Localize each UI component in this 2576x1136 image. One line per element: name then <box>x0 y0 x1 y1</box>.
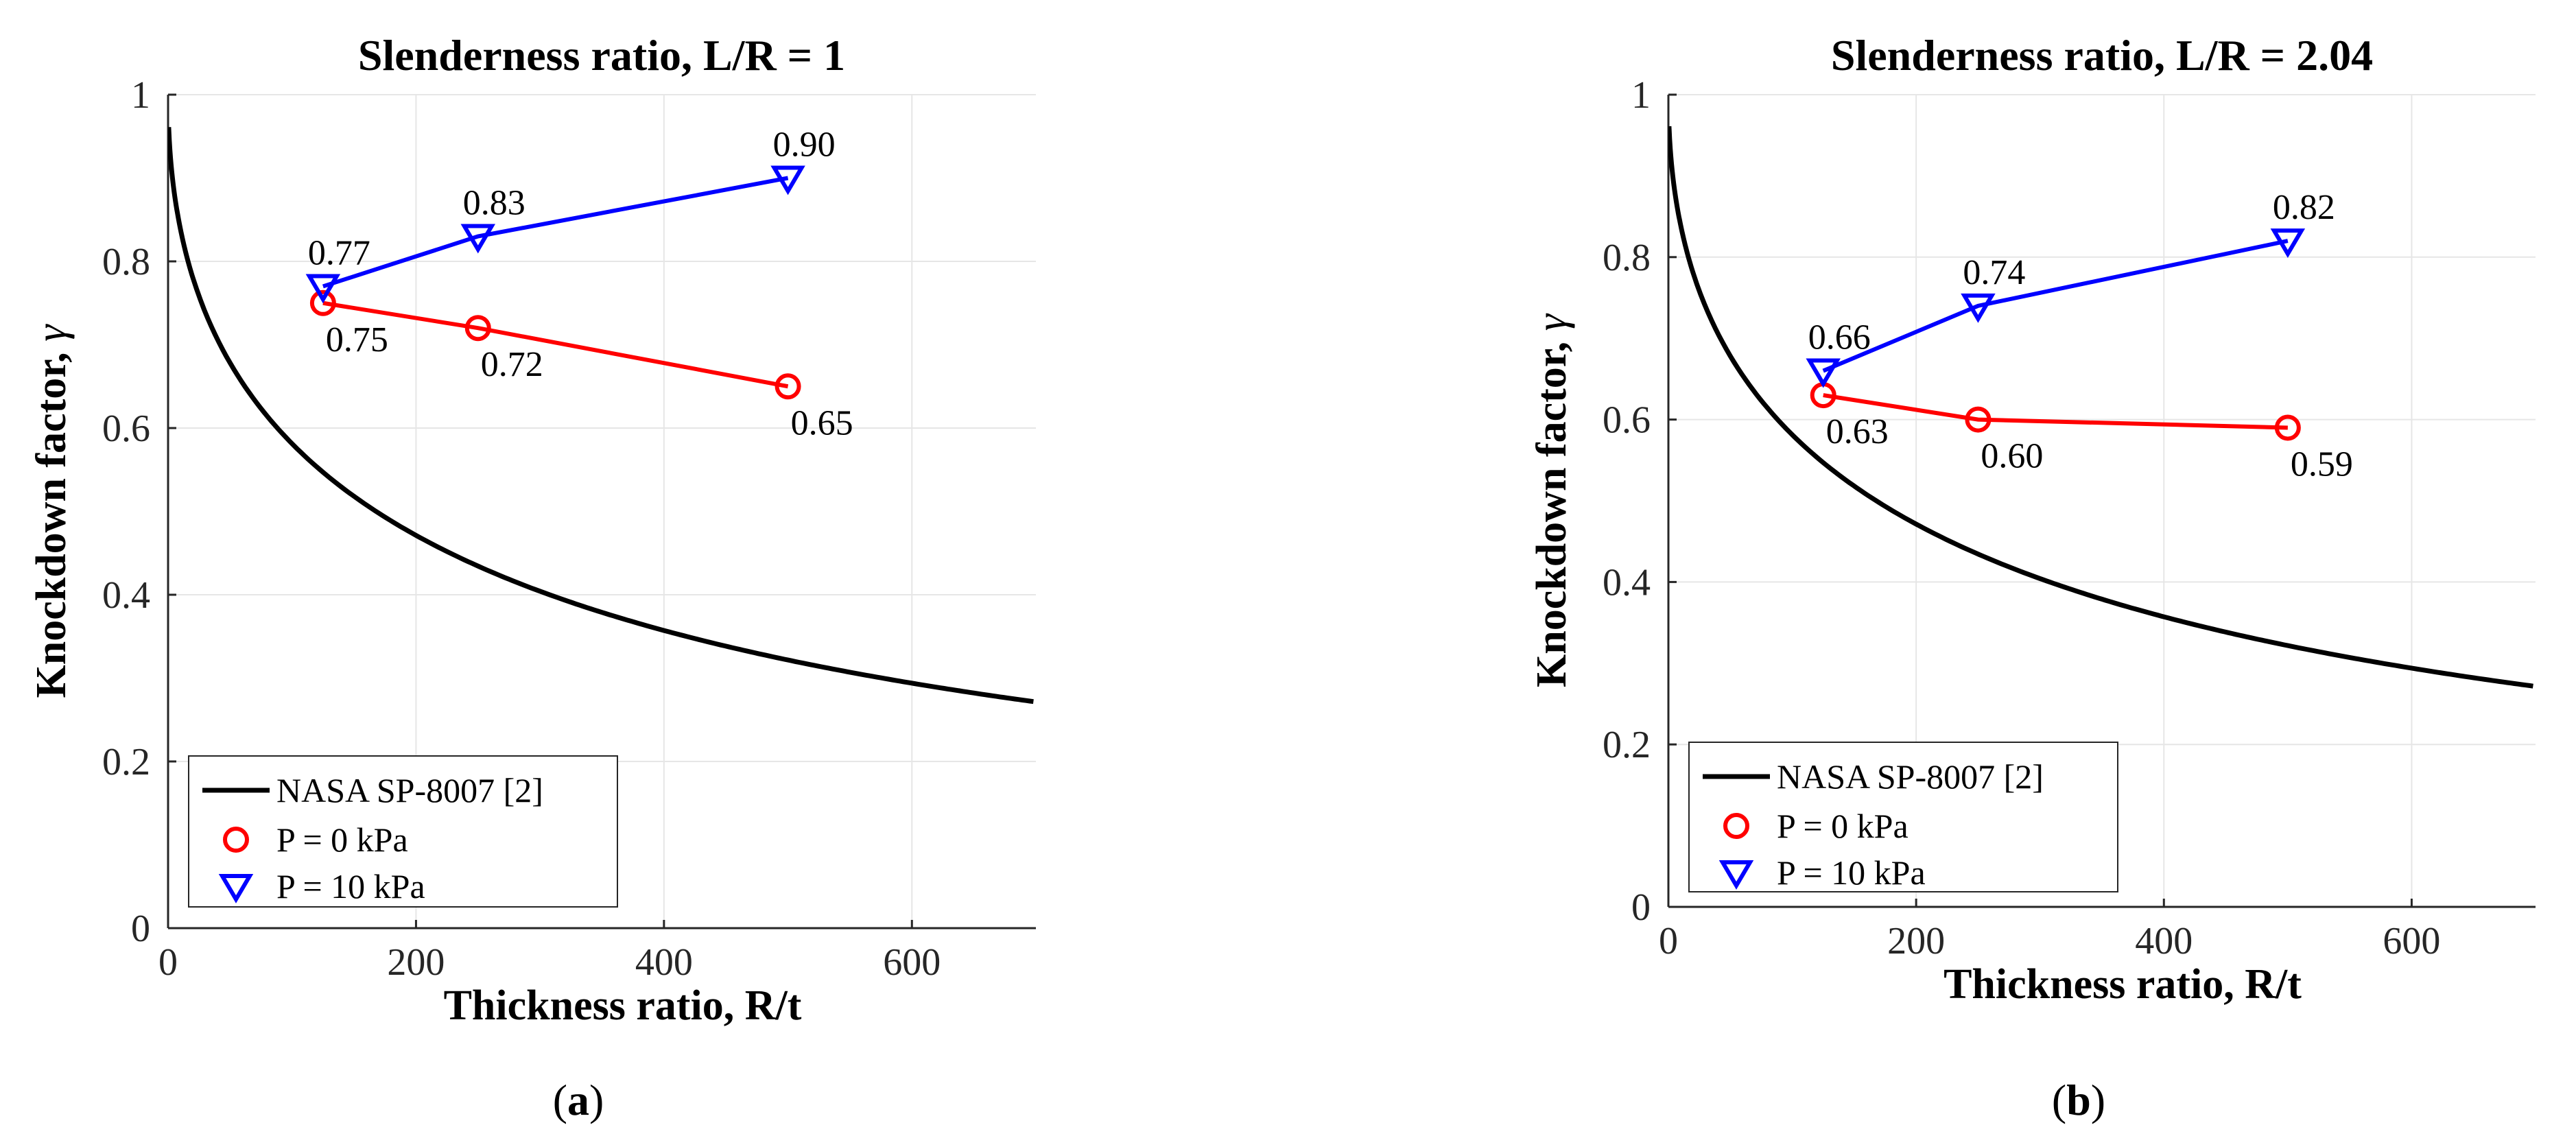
p0-data-label: 0.63 <box>1826 412 1889 451</box>
p10-point <box>1806 358 1841 388</box>
legend-entry-label: P = 0 kPa <box>276 820 408 859</box>
p10-data-label: 0.90 <box>773 126 836 165</box>
p10-point <box>770 165 805 196</box>
p0-data-label: 0.75 <box>326 320 388 359</box>
p10-point <box>1961 293 1996 323</box>
p10-data-label: 0.82 <box>2273 188 2335 227</box>
legend-entry-label: P = 10 kPa <box>1777 853 1926 892</box>
legend-box <box>1688 742 2118 892</box>
legend-p10-swatch <box>218 874 254 903</box>
y-tick-label: 0.2 <box>1603 724 1651 766</box>
caption-open: ( <box>553 1076 567 1124</box>
p0-data-label: 0.60 <box>1981 437 2043 476</box>
panel-caption: (b) <box>2052 1076 2105 1124</box>
chart-panel-b: 0 200 400 600 0 0.2 0.4 0.6 0.8 1 Slenderness rati… <box>1528 31 2536 1124</box>
y-tick-label: 0.4 <box>1603 561 1651 604</box>
x-tick-label: 0 <box>158 941 178 984</box>
y-axis-label-text: Knockdown factor, <box>28 342 75 698</box>
p10-point <box>2270 228 2306 259</box>
p0-point <box>2274 414 2301 441</box>
y-axis-label-symbol: γ <box>28 324 75 342</box>
p0-point <box>309 289 336 316</box>
caption-open: ( <box>2052 1076 2066 1124</box>
y-axis-label: Knockdown factor, γ <box>28 324 75 698</box>
x-axis-label: Thickness ratio, R/t <box>1943 961 2302 1008</box>
legend-entry-label: NASA SP-8007 [2] <box>276 771 543 809</box>
p10-data-label: 0.77 <box>308 233 370 272</box>
p0-data-label: 0.72 <box>481 345 543 384</box>
caption-letter: b <box>2066 1076 2091 1124</box>
y-axis-label-symbol: γ <box>1528 313 1575 331</box>
p0-point <box>775 373 801 400</box>
y-axis-label: Knockdown factor, γ <box>1528 313 1575 687</box>
caption-letter: a <box>567 1076 589 1124</box>
series-nasa-sp-8007-curve <box>168 127 1034 705</box>
chart-title: Slenderness ratio, L/R = 2.04 <box>1831 31 2373 80</box>
x-axis-label: Thickness ratio, R/t <box>444 982 802 1029</box>
panel-caption: (a) <box>553 1076 604 1124</box>
p10-data-label: 0.83 <box>463 184 525 223</box>
p10-data-label: 0.66 <box>1808 318 1871 357</box>
x-tick-label: 400 <box>2135 920 2193 962</box>
caption-close: ) <box>589 1076 604 1124</box>
legend-entry-label: P = 10 kPa <box>276 867 425 906</box>
p0-point <box>1965 406 1992 433</box>
series-nasa-sp-8007-curve <box>1668 126 2533 689</box>
p10-data-label: 0.74 <box>1963 253 2025 292</box>
chart-title: Slenderness ratio, L/R = 1 <box>358 31 845 80</box>
legend-p0-swatch <box>223 827 249 853</box>
x-tick-label: 600 <box>883 941 941 984</box>
p0-point <box>464 315 491 342</box>
y-tick-label: 0.6 <box>102 407 150 450</box>
y-tick-label: 0.6 <box>1603 399 1651 442</box>
p10-point <box>305 274 341 304</box>
legend-entry-label: NASA SP-8007 [2] <box>1777 757 2044 796</box>
y-tick-label: 0.8 <box>1603 237 1651 279</box>
p0-data-label: 0.65 <box>791 403 853 442</box>
legend-box <box>188 755 618 908</box>
y-axis-label-text: Knockdown factor, <box>1528 331 1575 687</box>
legend-entry-label: P = 0 kPa <box>1777 807 1909 845</box>
legend-p0-swatch <box>1723 813 1749 839</box>
y-tick-label: 0.8 <box>102 241 150 283</box>
p10-point <box>460 224 496 254</box>
y-tick-label: 0 <box>131 908 150 950</box>
x-tick-label: 0 <box>1659 920 1678 962</box>
legend-p10-swatch <box>1718 860 1754 890</box>
series-p0-line <box>322 300 789 389</box>
y-tick-label: 0.2 <box>102 741 150 783</box>
x-tick-label: 400 <box>635 941 693 984</box>
x-tick-label: 600 <box>2383 920 2440 962</box>
series-p10-line <box>1822 239 2289 373</box>
y-tick-label: 1 <box>131 74 150 117</box>
caption-close: ) <box>2091 1076 2105 1124</box>
chart-panel-a: 0 200 400 600 0 0.2 0.4 0.6 0.8 1 Slenderness rati… <box>28 31 1036 1124</box>
series-p10-line <box>322 176 789 289</box>
x-tick-label: 200 <box>1887 920 1945 962</box>
series-p0-line <box>1823 393 2288 430</box>
y-tick-label: 0 <box>1631 886 1651 929</box>
y-tick-label: 1 <box>1631 74 1651 117</box>
y-tick-label: 0.4 <box>102 574 150 617</box>
p0-data-label: 0.59 <box>2291 445 2353 484</box>
x-tick-label: 200 <box>387 941 445 984</box>
